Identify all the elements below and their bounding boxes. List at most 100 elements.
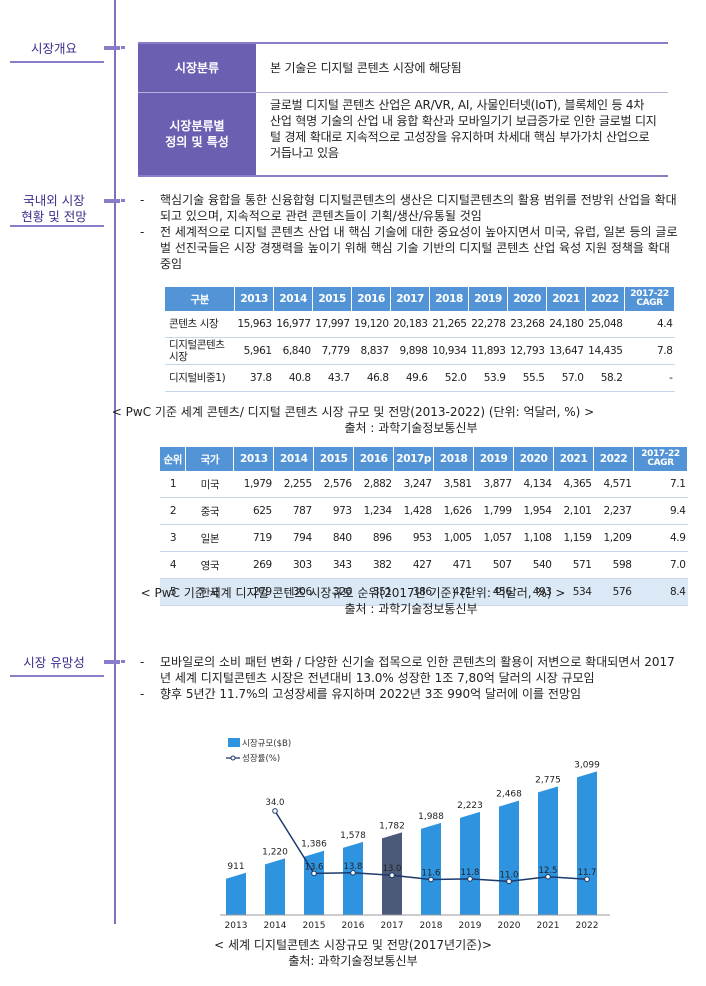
x-tick-label: 2020	[498, 921, 521, 931]
status-bullets: - 핵심기술 융합을 통한 신융합형 디지털콘텐츠의 생산은 디지털콘텐츠의 활용…	[140, 192, 680, 272]
bar-value-label: 1,782	[379, 821, 405, 831]
section-marker-dot	[121, 46, 125, 49]
table-header: 2021	[553, 447, 595, 471]
growth-rate-label: 12.5	[539, 866, 558, 876]
table-cell: 1,057	[473, 524, 514, 552]
table-cell: 17,997	[312, 311, 352, 338]
growth-rate-label: 13.8	[344, 862, 363, 872]
table-cell: 343	[313, 551, 354, 579]
x-tick-label: 2019	[459, 921, 482, 931]
table-cell: 23,268	[507, 311, 547, 338]
bar-2020	[499, 800, 519, 915]
chart-source: 출처: 과학기술정보통신부	[288, 954, 418, 968]
growth-rate-label: 11.8	[461, 868, 480, 878]
country-ranking-table: 순위 국가 2013 2014 2015 2016 2017p 2018 2019 2020 202…	[160, 447, 688, 606]
table-cell: 571	[553, 551, 594, 579]
market-size-chart: 시장규모($B) 성장률(%) 911 1,220 1,386 1,578 1,782 1…	[220, 738, 610, 931]
table-cell: 1,209	[593, 524, 634, 552]
table-cell: 2,101	[553, 497, 594, 525]
growth-rate-label: 13.6	[305, 862, 324, 872]
table-row: 5 한국 279 306 326 351 386 421 456 493 534 576 8.4	[160, 578, 688, 606]
table-row: 4 영국 269 303 343 382 427 471 507 540 571 598 7.0	[160, 551, 688, 579]
table-row: 디지털콘텐츠 시장 5,961 6,840 7,779 8,837 9,898 10,934…	[165, 337, 675, 365]
table-cell: 1,979	[233, 471, 274, 498]
bar-2019	[460, 811, 480, 915]
classification-header: 시장분류	[138, 44, 256, 92]
table-cell: 49.6	[390, 364, 430, 392]
legend-line-marker	[230, 755, 236, 761]
bar-2015	[304, 850, 324, 915]
table-cell: 598	[593, 551, 634, 579]
bar-value-label: 2,468	[496, 790, 522, 800]
table-header: 2016	[351, 287, 392, 311]
table-cell: 625	[233, 497, 274, 525]
table-cell: 534	[553, 578, 594, 606]
bar-2021	[538, 786, 558, 915]
table-cell: 4,134	[513, 471, 554, 498]
rank-cell: 4	[160, 551, 186, 579]
table-header: 2020	[513, 447, 555, 471]
table-cell: 8,837	[351, 337, 391, 365]
table-cell: 306	[273, 578, 314, 606]
table-cell: 20,183	[390, 311, 430, 338]
table-cell: 382	[353, 551, 394, 579]
table-header: 2017-22 CAGR	[633, 447, 688, 471]
growth-rate-point	[584, 876, 590, 882]
table-cell: 351	[353, 578, 394, 606]
rank-cell: 3	[160, 524, 186, 552]
table-cell: 2,255	[273, 471, 314, 498]
bullet-item: -전 세계적으로 디지털 콘텐츠 산업 내 핵심 기술에 대한 중요성이 높아지…	[140, 225, 678, 271]
table-header: 2019	[468, 287, 509, 311]
table-cell: 540	[513, 551, 554, 579]
legend-line-label: 성장률(%)	[242, 753, 280, 764]
table-cell: 1,428	[393, 497, 434, 525]
table-header: 2022	[593, 447, 635, 471]
section-label-overview: 시장개요	[0, 41, 108, 63]
bullet-item: - 향후 5년간 11.7%의 고성장세를 유지하며 2022년 3조 990억 …	[140, 687, 581, 701]
table-cell: 4.4	[624, 311, 675, 338]
table-cell: 471	[433, 551, 474, 579]
x-tick-label: 2016	[342, 921, 365, 931]
table-header-row: 순위 국가 2013 2014 2015 2016 2017p 2018 2019 2020 202…	[160, 447, 688, 471]
table-cell: 279	[233, 578, 274, 606]
bullet-item: - 모바일로의 소비 패턴 변화 / 다양한 신기술 접목으로 인한 콘텐츠의 활…	[140, 655, 675, 685]
table-cell: 1,626	[433, 497, 474, 525]
table-header: 2020	[507, 287, 548, 311]
growth-rate-point	[428, 876, 434, 883]
table-cell: 1,005	[433, 524, 474, 552]
table-cell: 840	[313, 524, 354, 552]
table-cell: 43.7	[312, 364, 352, 392]
row-label: 콘텐츠 시장	[165, 311, 235, 338]
table-row: 디지털비중1) 37.8 40.8 43.7 46.8 49.6 52.0 53.9 55.5 5…	[165, 364, 675, 392]
table-cell: 896	[353, 524, 394, 552]
rank-cell: 1	[160, 471, 186, 498]
table-cell: 421	[433, 578, 474, 606]
country-cell: 중국	[185, 497, 234, 525]
x-tick-label: 2015	[303, 921, 326, 931]
table-cell: 7.1	[633, 471, 688, 498]
table-cell: 7.8	[624, 337, 675, 365]
table1-caption: < PwC 기준 세계 콘텐츠/ 디지털 콘텐츠 시장 규모 및 전망(2013…	[111, 405, 595, 419]
table-cell: 25,048	[585, 311, 625, 338]
table-cell: 427	[393, 551, 434, 579]
table-cell: 303	[273, 551, 314, 579]
table-cell: 386	[393, 578, 434, 606]
section-marker-dot	[121, 660, 125, 663]
chart-legend: 시장규모($B) 성장률(%)	[226, 738, 291, 764]
table-cell: 12,793	[507, 337, 547, 365]
country-cell: 일본	[185, 524, 234, 552]
table-cell: 11,893	[468, 337, 508, 365]
bar-value-label: 1,220	[262, 847, 288, 857]
table-header: 순위	[160, 447, 187, 471]
table-cell: 3,247	[393, 471, 434, 498]
table-cell: 1,954	[513, 497, 554, 525]
table-cell: 507	[473, 551, 514, 579]
table-cell: 8.4	[633, 578, 688, 606]
table-cell: 4.9	[633, 524, 688, 552]
table-cell: 953	[393, 524, 434, 552]
table-cell: 2,882	[353, 471, 394, 498]
table-cell: 9,898	[390, 337, 430, 365]
row-label: 디지털콘텐츠 시장	[165, 337, 235, 365]
table-header: 2018	[433, 447, 475, 471]
table-header-row: 구분 2013 2014 2015 2016 2017 2018 2019 20…	[165, 287, 675, 311]
